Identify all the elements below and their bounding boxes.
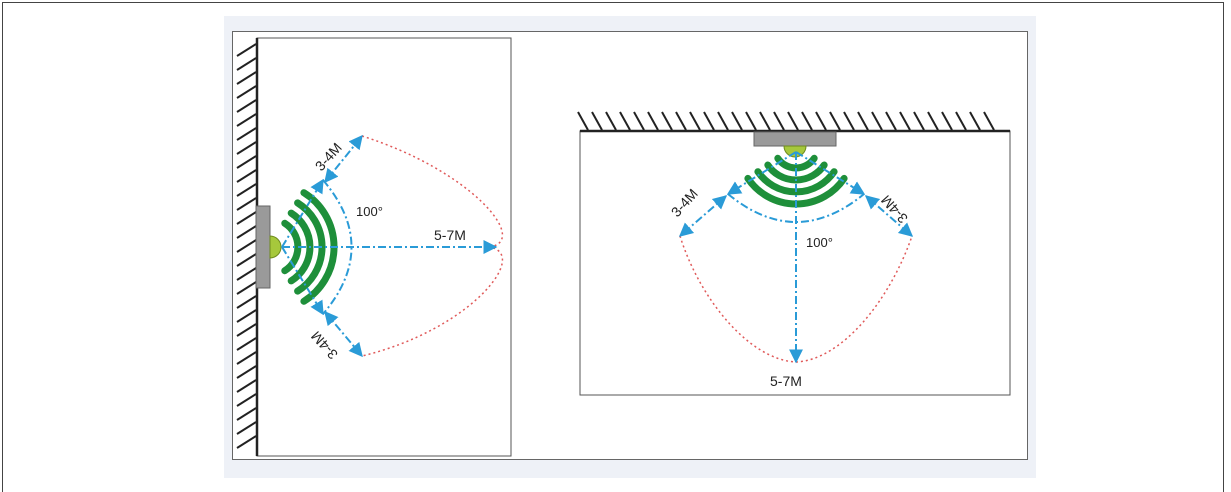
hatch-stroke	[236, 57, 257, 71]
wall-side-line-top	[324, 134, 363, 184]
hatch-stroke	[236, 337, 257, 351]
ceiling-side-line-right	[864, 195, 914, 237]
ceiling-angle-arc	[727, 193, 865, 223]
hatch-stroke	[236, 211, 257, 225]
wall-angle-label: 100°	[356, 204, 383, 219]
hatch-stroke	[236, 393, 257, 407]
hatch-stroke	[633, 111, 645, 131]
wall-range-label: 5-7M	[434, 227, 466, 243]
ceiling-angle-line-right	[795, 151, 866, 195]
hatch-stroke	[236, 71, 257, 85]
hatch-stroke	[577, 111, 589, 131]
hatch-stroke	[689, 111, 701, 131]
hatch-stroke	[913, 111, 925, 131]
hatch-stroke	[605, 111, 617, 131]
hatch-stroke	[236, 155, 257, 169]
hatch-stroke	[236, 379, 257, 393]
ceiling-mount-plate	[753, 131, 837, 147]
hatch-stroke	[815, 111, 827, 131]
hatch-stroke	[236, 421, 257, 435]
hatch-stroke	[843, 111, 855, 131]
hatch-stroke	[955, 111, 967, 131]
hatch-stroke	[801, 111, 813, 131]
hatch-stroke	[759, 111, 771, 131]
ceiling-mount-diagram: 5-7M 100° 3-4M 3-4M	[577, 111, 1011, 396]
hatch-stroke	[236, 365, 257, 379]
hatch-stroke	[591, 111, 603, 131]
hatch-stroke	[675, 111, 687, 131]
hatch-stroke	[717, 111, 729, 131]
wall-mount-plate	[255, 205, 271, 289]
hatch-stroke	[236, 267, 257, 281]
hatch-stroke	[236, 183, 257, 197]
hatch-stroke	[236, 113, 257, 127]
hatch-stroke	[236, 309, 257, 323]
hatch-stroke	[236, 225, 257, 239]
hatch-stroke	[236, 323, 257, 337]
wall-hatch	[236, 43, 257, 449]
wall-angle-arc	[322, 179, 353, 315]
hatch-stroke	[983, 111, 995, 131]
hatch-stroke	[619, 111, 631, 131]
wall-angle-line-top	[281, 178, 324, 248]
hatch-stroke	[236, 127, 257, 141]
hatch-stroke	[703, 111, 715, 131]
hatch-stroke	[927, 111, 939, 131]
hatch-stroke	[787, 111, 799, 131]
hatch-stroke	[647, 111, 659, 131]
hatch-stroke	[236, 197, 257, 211]
hatch-stroke	[969, 111, 981, 131]
ceiling-hatch	[577, 111, 995, 131]
hatch-stroke	[236, 435, 257, 449]
hatch-stroke	[236, 85, 257, 99]
wall-angle-line-bottom	[281, 246, 324, 316]
hatch-stroke	[236, 281, 257, 295]
wall-sensor-dome	[269, 235, 282, 259]
hatch-stroke	[941, 111, 953, 131]
wave-arc	[281, 219, 302, 275]
ceiling-angle-label: 100°	[806, 235, 833, 250]
hatch-stroke	[899, 111, 911, 131]
hatch-stroke	[236, 99, 257, 113]
wall-side-line-bottom	[324, 310, 363, 358]
hatch-stroke	[871, 111, 883, 131]
hatch-stroke	[236, 295, 257, 309]
hatch-stroke	[773, 111, 785, 131]
hatch-stroke	[829, 111, 841, 131]
hatch-stroke	[236, 351, 257, 365]
wave-arc	[294, 199, 326, 295]
hatch-stroke	[857, 111, 869, 131]
hatch-stroke	[236, 169, 257, 183]
hatch-stroke	[236, 141, 257, 155]
ceiling-side-line-left	[678, 195, 728, 237]
hatch-stroke	[745, 111, 757, 131]
ceiling-angle-line-left	[726, 151, 797, 195]
wall-mount-diagram: 5-7M 100° 3-4M 3-4M	[236, 37, 512, 457]
hatch-stroke	[731, 111, 743, 131]
hatch-stroke	[236, 407, 257, 421]
hatch-stroke	[661, 111, 673, 131]
ceiling-range-label: 5-7M	[770, 373, 802, 389]
hatch-stroke	[236, 253, 257, 267]
hatch-stroke	[236, 43, 257, 57]
hatch-stroke	[885, 111, 897, 131]
hatch-stroke	[236, 239, 257, 253]
